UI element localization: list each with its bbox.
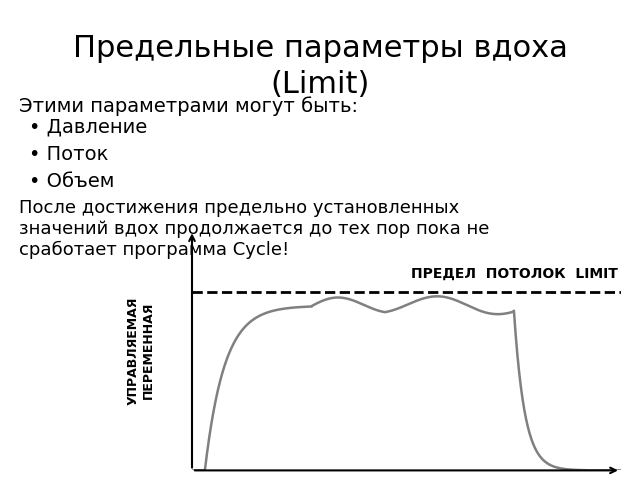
Text: • Объем: • Объем bbox=[29, 172, 114, 192]
Text: (Limit): (Limit) bbox=[270, 70, 370, 98]
Text: • Давление: • Давление bbox=[29, 118, 147, 137]
Text: ПРЕДЕЛ  ПОТОЛОК  LIMIT: ПРЕДЕЛ ПОТОЛОК LIMIT bbox=[411, 267, 618, 281]
Text: После достижения предельно установленных
значений вдох продолжается до тех пор п: После достижения предельно установленных… bbox=[19, 199, 490, 259]
Text: Этими параметрами могут быть:: Этими параметрами могут быть: bbox=[19, 96, 358, 116]
Text: • Поток: • Поток bbox=[29, 145, 108, 164]
Text: Предельные параметры вдоха: Предельные параметры вдоха bbox=[72, 34, 568, 62]
Text: УПРАВЛЯЕМАЯ
ПЕРЕМЕННАЯ: УПРАВЛЯЕМАЯ ПЕРЕМЕННАЯ bbox=[127, 296, 154, 405]
